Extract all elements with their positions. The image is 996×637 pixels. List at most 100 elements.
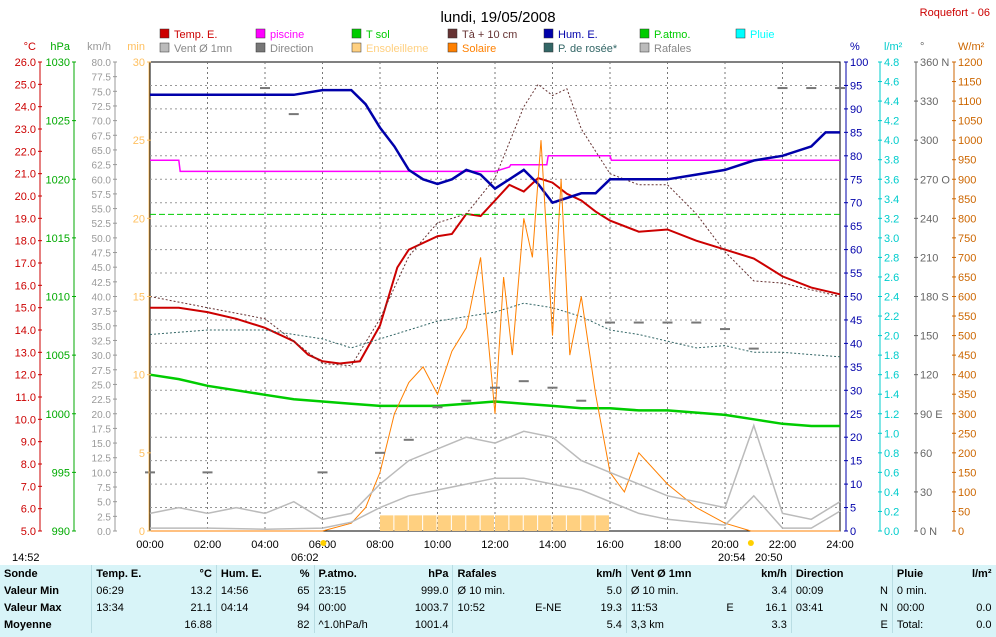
legend-label: P. de rosée*: [558, 43, 618, 55]
hum-tick-label: 60: [850, 245, 862, 257]
dir-tick-label: 240: [920, 213, 938, 225]
rain-tick-label: 0.6: [884, 467, 899, 479]
solar-tick-label: 650: [958, 272, 976, 284]
temp-tick-label: 23.0: [15, 124, 36, 136]
header-press-unit: hPa: [428, 567, 449, 580]
cell-gust-time: [452, 616, 532, 633]
temp-tick-label: 25.0: [15, 79, 36, 91]
press-tick-label: 990: [52, 526, 70, 538]
wind-tick-label: 5.0: [97, 498, 111, 509]
solar-tick-label: 350: [958, 389, 976, 401]
press-axis-unit: hPa: [50, 41, 70, 53]
hum-tick-label: 55: [850, 268, 862, 280]
x-tick-label: 10:00: [424, 539, 452, 551]
sunshine-bar: [595, 515, 609, 531]
direction-mark: [432, 406, 443, 409]
cell-wind-time: Ø 10 min.: [625, 582, 723, 599]
rain-tick-label: 0.2: [884, 506, 899, 518]
direction-mark: [662, 321, 673, 324]
cell-gust-dir: [531, 616, 579, 633]
direction-mark: [461, 399, 472, 402]
solar-tick-label: 150: [958, 467, 976, 479]
legend-swatch: [255, 28, 266, 39]
cell-rain-extra: [946, 582, 957, 599]
direction-mark: [490, 386, 500, 389]
sun-tick-label: 20: [133, 213, 145, 225]
legend-label: Vent Ø 1mn: [174, 43, 232, 55]
rain-tick-label: 1.2: [884, 409, 899, 421]
wind-tick-label: 65.0: [92, 146, 112, 157]
solar-tick-label: 1050: [958, 116, 982, 128]
hum-tick-label: 50: [850, 292, 862, 304]
solar-tick-label: 800: [958, 213, 976, 225]
rain-tick-label: 3.4: [884, 194, 899, 206]
header-temp: Temp. E.: [91, 565, 167, 582]
x-tick-label: 16:00: [596, 539, 624, 551]
wind-tick-label: 35.0: [92, 322, 112, 333]
direction-mark: [260, 87, 270, 90]
cell-wind-value: 3.3: [771, 618, 787, 631]
direction-mark: [518, 380, 529, 383]
cell-dir-value: N: [879, 601, 888, 614]
temp-tick-label: 24.0: [15, 102, 36, 114]
wind-tick-label: 2.5: [97, 512, 111, 523]
cell-wind-dir: E: [726, 601, 734, 614]
legend-label: Hum. E.: [558, 29, 598, 41]
legend-swatch: [639, 42, 650, 53]
legend-label: Rafales: [654, 43, 692, 55]
cell-press-value: 1001.4: [414, 618, 449, 631]
summary-panel: Sonde Temp. E. °C Hum. E. % P.atmo. hPa …: [0, 565, 996, 637]
wind-tick-label: 17.5: [92, 424, 112, 435]
wind-tick-label: 45.0: [92, 263, 112, 274]
legend-label: piscine: [270, 29, 304, 41]
wind-tick-label: 55.0: [92, 205, 112, 216]
solar-tick-label: 1100: [958, 96, 982, 108]
rain-tick-label: 4.4: [884, 96, 899, 108]
weather-chart: 00:0002:0004:0006:0008:0010:0012:0014:00…: [12, 7, 990, 564]
hum-tick-label: 80: [850, 151, 862, 163]
temp-tick-label: 12.0: [15, 370, 36, 382]
x-tick-label: 22:00: [769, 539, 797, 551]
wind-tick-label: 7.5: [97, 483, 111, 494]
sun-tick-label: 0: [139, 526, 145, 538]
hum-tick-label: 30: [850, 385, 862, 397]
rain-tick-label: 2.0: [884, 331, 899, 343]
cell-dir-value: E: [880, 618, 888, 631]
rain-tick-label: 1.6: [884, 370, 899, 382]
wind-tick-label: 77.5: [92, 73, 112, 84]
header-press: P.atmo.: [313, 565, 395, 582]
cell-wind-time: 11:53: [625, 599, 723, 616]
sunshine-bar: [408, 515, 423, 531]
cell-dir-time: 03:41: [790, 599, 870, 616]
rain-tick-label: 0.8: [884, 448, 899, 460]
rain-tick-label: 4.0: [884, 135, 899, 147]
wind-tick-label: 50.0: [92, 234, 112, 245]
header-gust: Rafales: [452, 565, 532, 582]
rain-tick-label: 2.2: [884, 311, 899, 323]
summary-row-max: Valeur Max 13:34 21.1 04:14 94 00:00 100…: [0, 599, 996, 616]
x-tick-label: 00:00: [136, 539, 164, 551]
cell-press-time: ^1.0hPa/h: [313, 616, 395, 633]
wind-axis-unit: km/h: [87, 41, 111, 53]
sunshine-bar: [423, 515, 437, 531]
dir-tick-label: 210: [920, 252, 938, 264]
legend-label: Solaire: [462, 43, 496, 55]
wind-tick-label: 47.5: [92, 249, 112, 260]
x-tick-label: 12:00: [481, 539, 509, 551]
hum-tick-label: 35: [850, 362, 862, 374]
sunshine-bar: [466, 515, 480, 531]
cell-wind-dir: [722, 616, 743, 633]
temp-tick-label: 7.0: [21, 481, 36, 493]
cell-dir-time: [790, 616, 870, 633]
wind-tick-label: 32.5: [92, 336, 112, 347]
hum-tick-label: 40: [850, 338, 862, 350]
solar-tick-label: 450: [958, 350, 976, 362]
solar-tick-label: 100: [958, 487, 976, 499]
wind-tick-label: 75.0: [92, 87, 112, 98]
rain-tick-label: 1.4: [884, 389, 899, 401]
dir-tick-label: 90 E: [920, 409, 943, 421]
cell-temp-value: 21.1: [190, 601, 212, 614]
wind-tick-label: 12.5: [92, 454, 112, 465]
legend-label: Direction: [270, 43, 313, 55]
temp-tick-label: 11.0: [15, 392, 36, 404]
